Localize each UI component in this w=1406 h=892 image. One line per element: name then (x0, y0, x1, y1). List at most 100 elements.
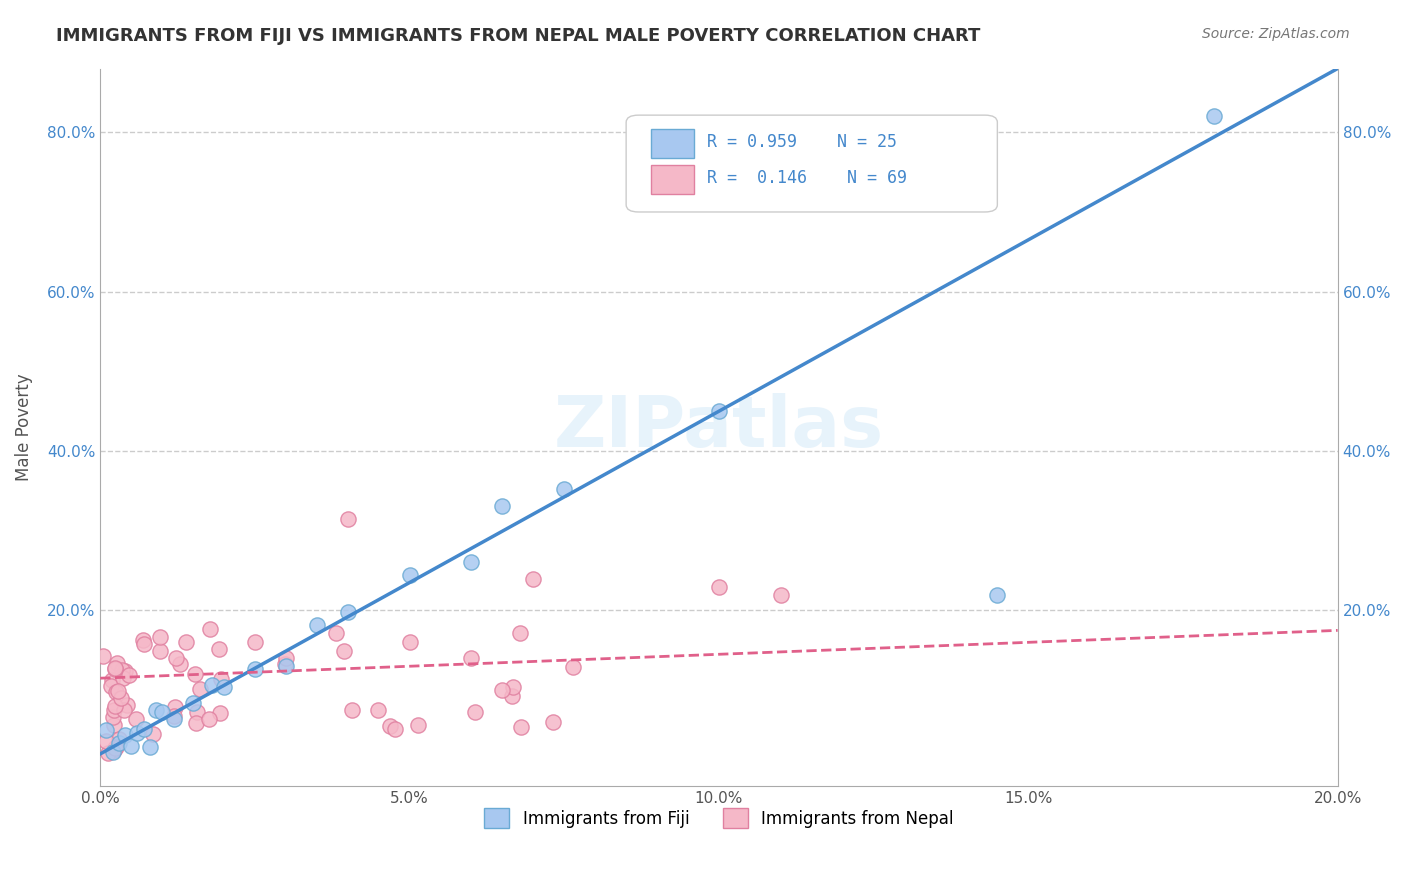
Point (201, 678, 224, 692)
Point (132, 633, 155, 648)
Point (104, 662, 127, 676)
Point (325, 626, 347, 640)
Text: ZIPatlas: ZIPatlas (554, 392, 884, 462)
Point (398, 568, 420, 582)
Point (986, 587, 1008, 601)
Point (384, 722, 406, 736)
Point (165, 650, 187, 665)
Point (491, 683, 513, 698)
Point (104, 661, 127, 675)
Point (208, 706, 231, 720)
Point (139, 739, 162, 754)
Point (243, 635, 266, 649)
Point (212, 680, 235, 694)
Point (769, 587, 792, 601)
Point (510, 720, 533, 734)
Point (707, 404, 730, 418)
Point (107, 684, 129, 698)
Point (142, 727, 165, 741)
Point (149, 643, 172, 657)
Point (94, 733, 117, 747)
Point (93, 649, 115, 664)
Point (112, 672, 135, 686)
Point (274, 651, 297, 665)
Point (108, 736, 131, 750)
Point (104, 698, 127, 713)
Point (101, 710, 124, 724)
Point (117, 668, 139, 682)
Y-axis label: Male Poverty: Male Poverty (15, 374, 32, 481)
Point (340, 703, 363, 717)
Point (208, 642, 231, 657)
Point (183, 666, 205, 681)
Point (460, 555, 482, 569)
Point (522, 572, 544, 586)
Point (707, 580, 730, 594)
Text: R =  0.146    N = 69: R = 0.146 N = 69 (707, 169, 907, 187)
Point (111, 663, 134, 677)
Point (274, 657, 297, 672)
Point (198, 712, 221, 726)
Point (398, 635, 420, 649)
Point (561, 660, 583, 674)
Point (110, 690, 132, 705)
Point (105, 685, 128, 699)
Point (169, 657, 191, 672)
Point (181, 697, 204, 711)
Point (198, 622, 221, 636)
Point (1202, 109, 1225, 123)
Point (145, 703, 167, 717)
Point (114, 665, 136, 679)
Point (114, 728, 136, 742)
Point (543, 715, 565, 730)
Bar (651, 165, 695, 194)
Point (243, 662, 266, 676)
Point (174, 635, 197, 649)
Point (184, 716, 207, 731)
Point (163, 709, 186, 723)
Point (336, 605, 359, 619)
Point (125, 712, 148, 726)
Point (163, 712, 186, 726)
Point (103, 742, 125, 756)
Point (305, 617, 328, 632)
Point (127, 726, 149, 740)
Point (112, 703, 135, 717)
Point (553, 482, 575, 496)
Point (333, 643, 356, 657)
Point (502, 680, 524, 694)
Point (406, 717, 429, 731)
Point (115, 698, 138, 712)
Point (149, 630, 172, 644)
Point (108, 731, 131, 746)
Point (96, 723, 118, 738)
Point (367, 703, 389, 717)
Point (491, 500, 513, 514)
Point (163, 700, 186, 714)
Point (460, 651, 482, 665)
Point (501, 690, 523, 704)
Text: R = 0.959    N = 25: R = 0.959 N = 25 (707, 134, 897, 152)
Text: IMMIGRANTS FROM FIJI VS IMMIGRANTS FROM NEPAL MALE POVERTY CORRELATION CHART: IMMIGRANTS FROM FIJI VS IMMIGRANTS FROM … (56, 27, 980, 45)
Legend: Immigrants from Fiji, Immigrants from Nepal: Immigrants from Fiji, Immigrants from Ne… (478, 801, 960, 835)
Point (464, 705, 486, 719)
FancyBboxPatch shape (626, 115, 997, 212)
Text: Source: ZipAtlas.com: Source: ZipAtlas.com (1202, 27, 1350, 41)
Point (336, 512, 359, 526)
Point (380, 719, 402, 733)
Point (150, 705, 173, 719)
Point (186, 705, 208, 719)
Point (104, 739, 127, 754)
Point (103, 703, 125, 717)
Point (105, 656, 128, 670)
Point (101, 673, 124, 687)
Point (509, 626, 531, 640)
Point (120, 739, 142, 753)
Point (274, 659, 297, 673)
Point (101, 746, 124, 760)
Bar (651, 129, 695, 158)
Point (188, 681, 211, 696)
Point (100, 679, 122, 693)
Point (104, 741, 127, 756)
Point (132, 637, 155, 651)
